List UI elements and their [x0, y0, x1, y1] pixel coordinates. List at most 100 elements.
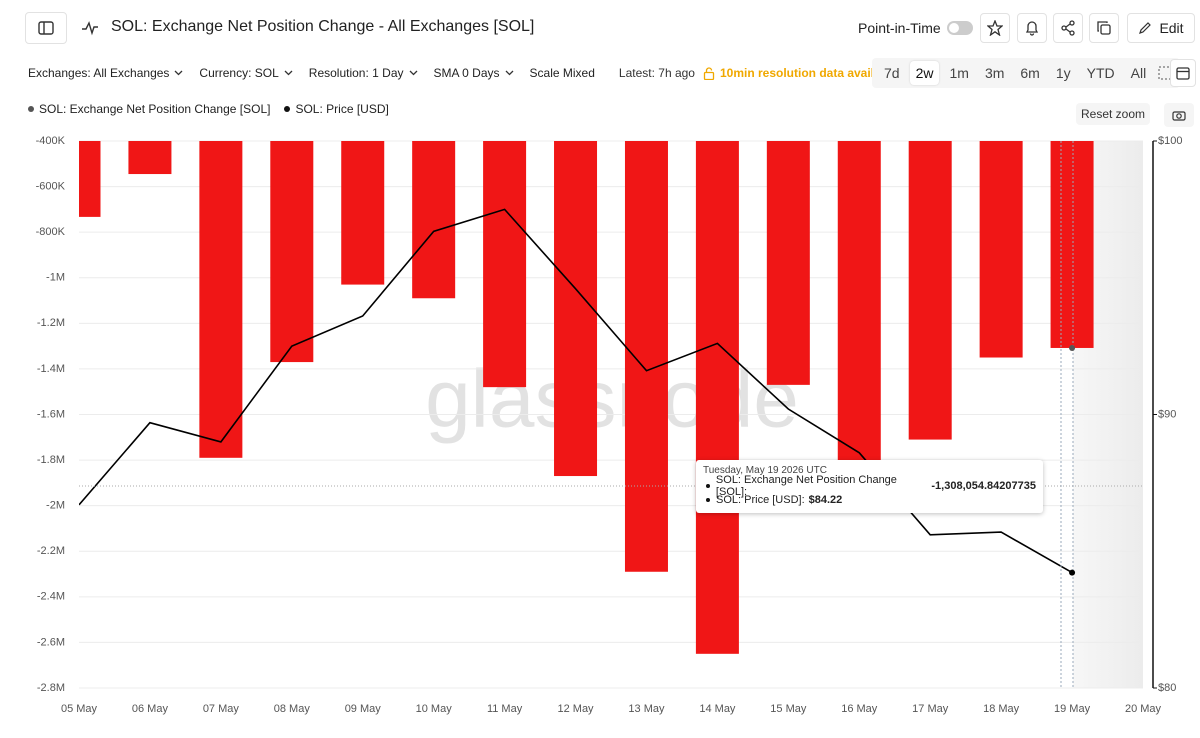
bar	[554, 141, 598, 477]
edit-button[interactable]: Edit	[1127, 13, 1195, 43]
legend-item[interactable]: SOL: Exchange Net Position Change [SOL]	[28, 102, 270, 116]
y2-tick-label: $90	[1158, 408, 1176, 420]
x-tick-label: 12 May	[557, 703, 594, 715]
bar	[624, 141, 668, 572]
sidebar-button[interactable]	[25, 12, 67, 44]
tooltip-row: SOL: Price [USD]: $84.22	[703, 493, 1036, 507]
bar	[908, 141, 952, 440]
range-button[interactable]: 1m	[949, 65, 969, 81]
range-button[interactable]: YTD	[1086, 65, 1115, 81]
x-tick-label: 07 May	[203, 703, 240, 715]
bar	[766, 141, 810, 385]
resolution-notice[interactable]: 10min resolution data available	[703, 66, 898, 80]
filter-label: Currency: SOL	[199, 66, 279, 80]
chevron-icon	[284, 70, 293, 76]
chevron	[174, 70, 183, 76]
camera-icon	[1172, 111, 1186, 121]
y2-tick-label: $80	[1158, 682, 1176, 694]
calendar-button[interactable]	[1170, 59, 1196, 87]
copy-icon	[1097, 21, 1111, 35]
calendar-icon	[1176, 67, 1190, 80]
share-button[interactable]	[1053, 13, 1083, 43]
tooltip-bullet	[706, 484, 710, 488]
notice-text: 10min resolution data available	[719, 66, 899, 80]
x-tick-label: 10 May	[416, 703, 453, 715]
filter-dropdown[interactable]: Resolution: 1 Day	[309, 66, 418, 80]
bar	[1050, 141, 1094, 348]
y-tick-label: -2.6M	[37, 636, 65, 648]
x-tick-label: 05 May	[61, 703, 98, 715]
screenshot-button[interactable]	[1164, 103, 1194, 127]
y-tick-label: -1.4M	[37, 363, 65, 375]
tooltip-row: SOL: Exchange Net Position Change [SOL]:…	[703, 474, 1036, 498]
filter-dropdown[interactable]: SMA 0 Days	[434, 66, 514, 80]
toolbar: Exchanges: All Exchanges Currency: SOL Res…	[28, 66, 898, 80]
tooltip-value: $84.22	[808, 494, 843, 506]
x-tick-label: 16 May	[841, 703, 878, 715]
y-tick-label: -2.8M	[37, 682, 65, 694]
share-icon	[1061, 20, 1075, 36]
range-button[interactable]: All	[1130, 65, 1147, 81]
tooltip-date: Tuesday, May 19 2026 UTC	[703, 465, 827, 476]
legend-swatch	[284, 106, 291, 112]
copy-button[interactable]	[1089, 13, 1119, 43]
filter-label: Exchanges: All Exchanges	[28, 66, 170, 80]
chart-icon	[82, 21, 98, 36]
x-tick-label: 20 May	[1125, 703, 1162, 715]
range-button[interactable]: 7d	[884, 65, 900, 81]
edit-label: Edit	[1159, 20, 1184, 36]
chevron-icon	[409, 70, 417, 76]
alert-button[interactable]	[1017, 13, 1047, 43]
scale-toggle[interactable]: Scale Mixed	[529, 66, 595, 80]
chevron	[409, 70, 417, 76]
bar	[199, 141, 243, 458]
x-tick-label: 06 May	[132, 703, 169, 715]
tooltip-value: -1,308,054.84207735	[931, 480, 1036, 492]
tooltip-label: SOL: Price [USD]:	[716, 494, 805, 506]
chevron	[284, 70, 293, 76]
y-tick-label: -600K	[36, 180, 66, 192]
range-button[interactable]: 1y	[1055, 65, 1071, 81]
chevron	[505, 70, 513, 76]
bell-icon	[1025, 21, 1039, 36]
filter-label: Resolution: 1 Day	[308, 66, 404, 80]
chart-title: SOL: Exchange Net Position Change - All …	[111, 18, 535, 35]
range-button[interactable]: 3m	[984, 65, 1005, 81]
star-icon	[987, 20, 1003, 36]
reset-zoom-button[interactable]: Reset zoom	[1076, 103, 1150, 125]
range-button[interactable]: 6m	[1020, 65, 1040, 81]
x-tick-label: 11 May	[487, 703, 523, 715]
chevron-icon	[174, 70, 183, 76]
range-button[interactable]: 2w	[909, 61, 940, 85]
x-tick-label: 17 May	[912, 703, 949, 715]
bar	[695, 141, 739, 654]
x-tick-label: 09 May	[345, 703, 382, 715]
filter-label: SMA 0 Days	[433, 66, 500, 80]
filter-dropdown[interactable]: Currency: SOL	[199, 66, 293, 80]
hover-point	[1069, 344, 1076, 351]
legend-swatch	[28, 106, 34, 112]
y-tick-label: -2.2M	[37, 545, 65, 557]
y-tick-label: -800K	[36, 226, 66, 238]
y-tick-label: -1.8M	[37, 454, 65, 466]
point-in-time-toggle[interactable]	[947, 21, 973, 35]
x-tick-label: 13 May	[628, 703, 665, 715]
bar	[341, 141, 385, 285]
bar	[837, 141, 881, 461]
pencil-icon	[1139, 22, 1152, 34]
hover-point	[1069, 569, 1076, 576]
filter-dropdown[interactable]: Exchanges: All Exchanges	[28, 66, 183, 80]
star-button[interactable]	[980, 13, 1010, 43]
x-tick-label: 08 May	[274, 703, 311, 715]
bar	[270, 141, 314, 363]
latest-update: Latest: 7h ago	[618, 66, 695, 80]
bar	[483, 141, 527, 388]
x-tick-label: 18 May	[983, 703, 1020, 715]
x-tick-label: 14 May	[699, 703, 736, 715]
tooltip: Tuesday, May 19 2026 UTC SOL: Exchange N…	[696, 460, 1043, 513]
point-in-time-label: Point-in-Time	[858, 20, 941, 36]
legend-item[interactable]: SOL: Price [USD]	[284, 102, 389, 116]
y-tick-label: -1.6M	[37, 408, 65, 420]
